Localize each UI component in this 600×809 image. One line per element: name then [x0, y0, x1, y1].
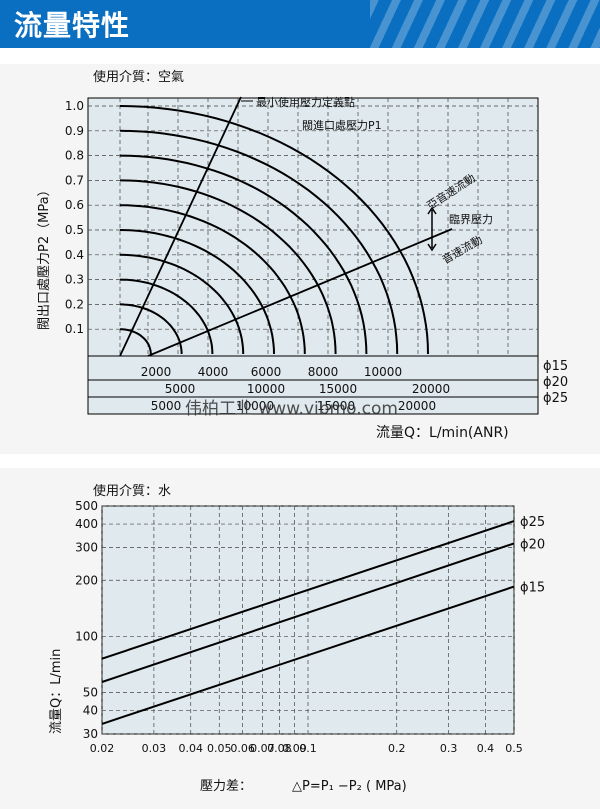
- water-chart: 使用介質：水 0.02 0.03 0.04 0.050.060.070.080.090…: [49, 483, 545, 794]
- inlet-pressure-curve: [119, 278, 214, 355]
- y-tick-label: 0.6: [65, 198, 84, 212]
- min-pressure-annotation: 最小使用壓力定義點: [256, 95, 355, 109]
- flow-scale-tick: 2000: [141, 365, 172, 379]
- inlet-pressure-curve: [119, 229, 275, 355]
- flow-scale-tick: 15000: [317, 399, 355, 413]
- banner-decoration: [370, 0, 600, 48]
- x-tick-label: 0.3: [440, 742, 458, 755]
- y-tick-label: 0.5: [65, 223, 84, 237]
- bore-size-label: ϕ20: [543, 375, 568, 390]
- flow-scale-tick: 5000: [151, 399, 182, 413]
- y-tick-label: 50: [83, 686, 98, 700]
- flow-series-line: [101, 520, 515, 660]
- flow-scale-tick: 10000: [247, 382, 285, 396]
- header-banner: 流量特性: [0, 0, 600, 48]
- flow-series-line: [101, 542, 515, 683]
- water-x-axis-prefix: 壓力差：: [200, 779, 252, 794]
- flow-series-line: [101, 585, 515, 725]
- y-tick-label: 1.0: [65, 99, 84, 113]
- y-tick-label: 500: [75, 499, 98, 513]
- x-tick-label: 0.04: [178, 742, 203, 755]
- flow-scale-tick: 15000: [319, 382, 357, 396]
- x-tick-label: 0.08: [267, 742, 292, 755]
- critical-arrow-icon: [427, 206, 437, 252]
- water-series-labels: ϕ25 ϕ20 ϕ15: [520, 515, 545, 595]
- y-tick-label: 200: [75, 573, 98, 587]
- air-curves: [119, 105, 429, 355]
- air-medium-label: 使用介質：空氣: [93, 69, 184, 85]
- y-tick-label: 0.2: [65, 297, 84, 311]
- x-tick-label: 0.5: [505, 742, 523, 755]
- x-tick-label: 0.07: [250, 742, 275, 755]
- x-tick-label: 0.03: [142, 742, 167, 755]
- bore-size-label: ϕ15: [543, 359, 568, 374]
- inlet-pressure-curve: [120, 303, 183, 354]
- air-chart: 使用介質：空氣 1.0 0.9 0.8 0.7 0.6 0.5 0.4 0.3 0.2 0.1 閥…: [37, 69, 568, 441]
- inlet-pressure-curve: [119, 129, 399, 355]
- y-tick-label: 0.8: [65, 149, 84, 163]
- flow-scale-tick: 10000: [364, 365, 402, 379]
- flow-scale-tick: 5000: [165, 382, 196, 396]
- series-label: ϕ25: [520, 515, 545, 530]
- flow-scale-tick: 10000: [236, 399, 274, 413]
- inlet-pressure-annotation: 閥進口處壓力P1: [302, 118, 382, 132]
- y-tick-label: 0.7: [65, 173, 84, 187]
- x-tick-label: 0.05: [207, 742, 232, 755]
- x-tick-label: 0.02: [90, 742, 115, 755]
- flow-scale-tick: 20000: [398, 399, 436, 413]
- flow-scale-tick: 8000: [308, 365, 339, 379]
- watermark: 伟柏工业 www.vibmo.com: [185, 399, 398, 419]
- water-y-ticks: 500 400 300 200 100 50 40 30: [75, 499, 98, 741]
- air-grid: [88, 98, 538, 356]
- inlet-pressure-curve: [119, 179, 337, 355]
- critical-pressure-line: [147, 228, 453, 357]
- x-tick-label: 0.09: [282, 742, 307, 755]
- flow-scale-tick: 20000: [412, 382, 450, 396]
- page-title: 流量特性: [14, 9, 131, 42]
- inlet-pressure-curve: [120, 328, 152, 354]
- y-tick-label: 0.1: [65, 322, 84, 336]
- x-tick-label: 0.4: [477, 742, 495, 755]
- water-grid: [101, 505, 515, 735]
- x-tick-label: 0.1: [299, 742, 317, 755]
- y-tick-label: 30: [83, 727, 98, 741]
- air-x-axis-label: 流量Q：L/min(ANR): [376, 425, 509, 441]
- y-tick-label: 0.4: [65, 248, 84, 262]
- flow-scale-tick: 6000: [251, 365, 282, 379]
- series-label: ϕ20: [520, 537, 545, 552]
- x-tick-label: 0.2: [388, 742, 406, 755]
- y-tick-label: 300: [75, 540, 98, 554]
- air-y-ticks: 1.0 0.9 0.8 0.7 0.6 0.5 0.4 0.3 0.2 0.1: [65, 99, 84, 336]
- water-y-axis-label: 流量Q：L/min: [49, 649, 64, 734]
- x-tick-label: 0.06: [230, 742, 255, 755]
- y-tick-label: 40: [83, 704, 98, 718]
- air-y-axis-label: 閥出口處壓力P2（MPa）: [37, 183, 52, 330]
- inlet-pressure-curve: [119, 253, 245, 355]
- series-label: ϕ15: [520, 581, 545, 596]
- y-tick-label: 0.9: [65, 124, 84, 138]
- water-series: [101, 520, 515, 725]
- critical-annotation: 臨界壓力: [449, 213, 493, 226]
- water-x-axis-formula: △P=P₁ −P₂ ( MPa): [292, 779, 407, 794]
- inlet-pressure-curve: [119, 154, 368, 355]
- air-plot-area: [87, 97, 539, 357]
- inlet-pressure-curve: [119, 105, 429, 355]
- flow-scale-tick: 4000: [198, 365, 229, 379]
- air-flow-scales: 2000 4000 6000 8000 10000 ϕ15 5000 10000 15000 20…: [141, 359, 568, 413]
- y-tick-label: 0.3: [65, 273, 84, 287]
- water-medium-label: 使用介質：水: [93, 483, 171, 499]
- bore-size-label: ϕ25: [543, 391, 568, 406]
- air-scale-area: [87, 355, 539, 415]
- y-tick-label: 100: [75, 629, 98, 643]
- min-pressure-line: [119, 96, 242, 357]
- inlet-pressure-curve: [119, 204, 306, 355]
- water-x-ticks: 0.02 0.03 0.04 0.050.060.070.080.090.1 0.2 0.…: [90, 742, 523, 755]
- y-tick-label: 400: [75, 517, 98, 531]
